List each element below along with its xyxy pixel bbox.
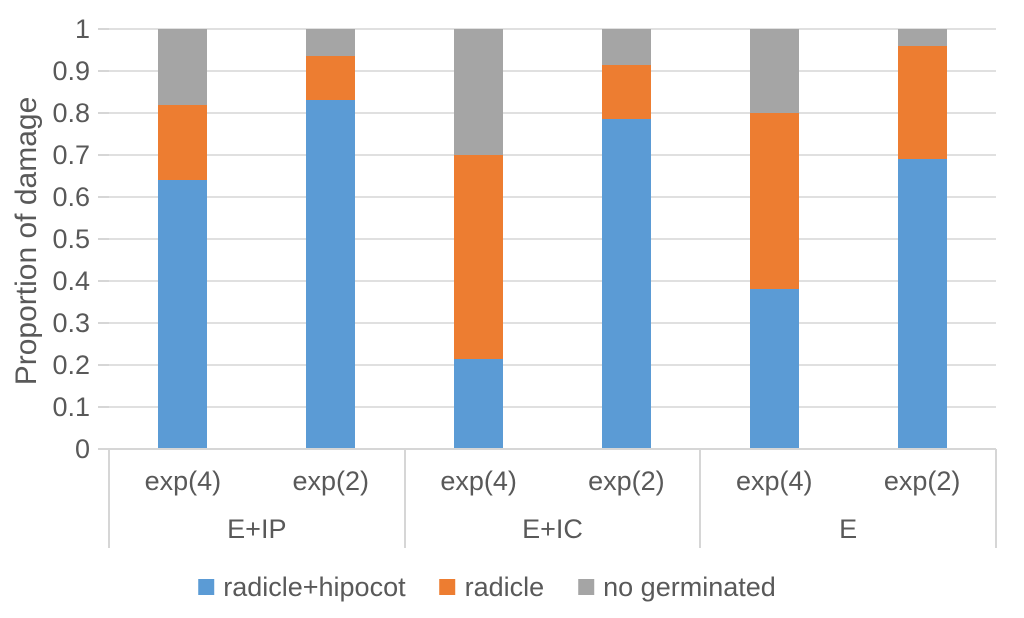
axis-border: [108, 449, 110, 548]
gridline: [109, 406, 996, 408]
group-separator: [995, 449, 997, 548]
bar-segment-radicle-hipocot: [158, 180, 208, 449]
bar-segment-radicle: [601, 64, 651, 120]
y-tick-label: 0.8: [52, 98, 90, 128]
y-tick-mark: [98, 238, 109, 240]
y-tick-mark: [98, 28, 109, 30]
legend-label: radicle+hipocot: [223, 572, 406, 602]
gridline: [109, 322, 996, 324]
legend-label: no germinated: [603, 572, 776, 602]
bar-segment-no-germinated: [454, 29, 504, 155]
bar-segment-radicle-hipocot: [601, 119, 651, 449]
legend-label: radicle: [464, 572, 545, 602]
y-tick-mark: [98, 406, 109, 408]
gridline: [109, 28, 996, 30]
legend-item: no germinated: [578, 572, 776, 602]
bar-segment-radicle-hipocot: [454, 358, 504, 449]
legend-item: radicle: [439, 572, 545, 602]
bar-segment-no-germinated: [306, 29, 356, 57]
x-category-label: exp(4): [144, 466, 222, 496]
y-tick-mark: [98, 364, 109, 366]
y-tick-mark: [98, 280, 109, 282]
x-category-label: exp(2): [588, 466, 665, 496]
y-tick-mark: [98, 112, 109, 114]
y-tick-label: 0.6: [52, 182, 90, 212]
legend-swatch-icon: [198, 579, 215, 595]
x-category-label: exp(4): [440, 466, 517, 496]
bar-segment-radicle-hipocot: [897, 159, 947, 449]
y-tick-mark: [98, 154, 109, 156]
y-tick-label: 1: [74, 14, 90, 44]
bar-segment-radicle-hipocot: [306, 100, 356, 449]
x-group-label: E+IP: [227, 514, 287, 544]
legend-item: radicle+hipocot: [198, 572, 406, 602]
y-tick-mark: [98, 70, 109, 72]
y-tick-label: 0.2: [52, 350, 90, 380]
x-group-label: E: [839, 514, 858, 544]
x-category-label: exp(4): [735, 466, 813, 496]
y-tick-mark: [98, 448, 109, 450]
gridline: [109, 154, 996, 156]
x-axis-line: [109, 448, 996, 450]
gridline: [109, 112, 996, 114]
y-tick-label: 0.1: [52, 392, 90, 422]
y-tick-label: 0.4: [52, 266, 90, 296]
x-category-label: exp(2): [883, 466, 961, 496]
group-separator: [403, 449, 406, 548]
y-tick-label: 0.3: [52, 308, 90, 338]
legend-swatch-icon: [578, 579, 595, 595]
bar-segment-radicle: [897, 45, 947, 160]
y-tick-label: 0.9: [52, 56, 90, 86]
bar-segment-no-germinated: [897, 29, 947, 46]
y-tick-label: 0.7: [52, 140, 90, 170]
chart-legend: radicle+hipocot radicle no germinated: [198, 572, 776, 602]
y-tick-mark: [98, 196, 109, 198]
bar-segment-radicle: [158, 104, 208, 181]
y-tick-label: 0: [74, 434, 90, 464]
y-tick-label: 0.5: [52, 224, 90, 254]
x-category-label: exp(2): [292, 466, 370, 496]
y-tick-mark: [98, 322, 109, 324]
gridline: [109, 280, 996, 282]
bar-segment-radicle: [454, 155, 504, 359]
legend-swatch-icon: [439, 579, 456, 595]
gridline: [109, 196, 996, 198]
group-separator: [699, 449, 702, 548]
gridline: [109, 70, 996, 72]
bar-segment-no-germinated: [601, 29, 651, 65]
bar-segment-radicle-hipocot: [749, 289, 799, 449]
bar-segment-no-germinated: [158, 29, 208, 105]
x-group-label: E+IC: [522, 514, 583, 544]
bar-segment-no-germinated: [749, 29, 799, 113]
bar-segment-radicle: [306, 56, 356, 101]
gridline: [109, 364, 996, 366]
bar-segment-radicle: [749, 113, 799, 290]
gridline: [109, 238, 996, 240]
